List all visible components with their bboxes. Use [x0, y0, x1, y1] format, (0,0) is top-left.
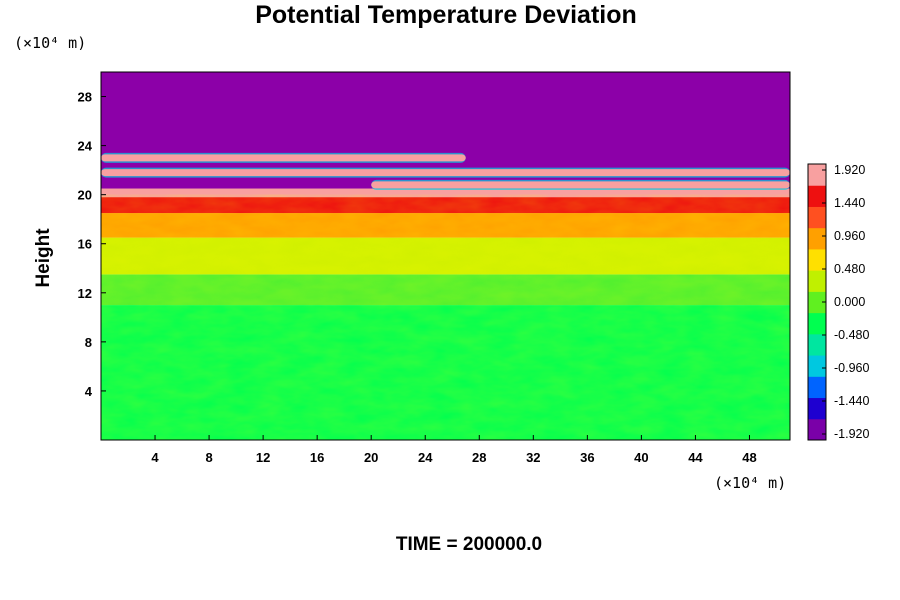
plot-area [101, 72, 790, 440]
x-tick-label: 40 [634, 450, 648, 465]
x-tick-label: 4 [151, 450, 159, 465]
chart-title: Potential Temperature Deviation [255, 1, 637, 29]
colorbar-swatch [808, 418, 826, 441]
y-axis-ticks: 4 8 12 16 20 24 28 [78, 90, 106, 399]
heatmap-band [101, 152, 466, 163]
x-unit-label: (×10⁴ m) [714, 474, 786, 492]
colorbar: 1.920 1.440 0.960 0.480 0.000 -0.480 -0.960 -1.… [807, 163, 869, 441]
colorbar-swatch [808, 397, 826, 420]
colorbar-swatch [808, 248, 826, 271]
y-tick-label: 4 [85, 384, 93, 399]
plot-frame [100, 71, 791, 441]
colorbar-swatch [808, 206, 826, 229]
colorbar-swatch [808, 270, 826, 292]
colorbar-swatch [808, 291, 826, 314]
time-label: TIME = 200000.0 [396, 534, 542, 555]
colorbar-label: -1.920 [834, 427, 869, 441]
heatmap-layer [101, 188, 790, 198]
y-axis-label: Height [33, 228, 54, 288]
colorbar-label: -1.440 [834, 394, 869, 408]
x-tick-label: 8 [205, 450, 212, 465]
turbulence-texture [101, 194, 790, 440]
x-tick-label: 36 [580, 450, 594, 465]
y-tick-label: 8 [85, 335, 92, 350]
colorbar-label: 1.920 [834, 163, 865, 177]
x-tick-label: 24 [418, 450, 433, 465]
y-unit-label: (×10⁴ m) [14, 34, 86, 52]
y-tick-label: 16 [78, 237, 92, 252]
y-tick-label: 24 [78, 139, 93, 154]
x-tick-label: 44 [688, 450, 703, 465]
colorbar-label: 0.480 [834, 262, 865, 276]
colorbar-swatch [808, 376, 826, 399]
heatmap-band [371, 179, 790, 190]
colorbar-swatch [808, 227, 826, 250]
colorbar-label: 0.000 [834, 295, 865, 309]
colorbar-label: -0.960 [834, 361, 869, 375]
colorbar-swatch [808, 333, 826, 356]
colorbar-swatch [808, 164, 826, 186]
x-tick-label: 32 [526, 450, 540, 465]
heatmap-band [101, 167, 790, 178]
x-tick-label: 20 [364, 450, 378, 465]
y-tick-label: 12 [78, 286, 92, 301]
x-axis-ticks: 4 8 12 16 20 24 28 32 36 40 44 48 [151, 435, 757, 465]
colorbar-swatch [808, 355, 826, 377]
colorbar-label: -0.480 [834, 328, 869, 342]
colorbar-label: 1.440 [834, 196, 865, 210]
y-tick-label: 20 [78, 188, 92, 203]
x-tick-label: 16 [310, 450, 324, 465]
x-tick-label: 48 [742, 450, 756, 465]
colorbar-swatch [808, 185, 826, 207]
x-tick-label: 28 [472, 450, 486, 465]
x-tick-label: 12 [256, 450, 270, 465]
colorbar-swatch [808, 312, 826, 335]
colorbar-label: 0.960 [834, 229, 865, 243]
y-tick-label: 28 [78, 90, 92, 105]
